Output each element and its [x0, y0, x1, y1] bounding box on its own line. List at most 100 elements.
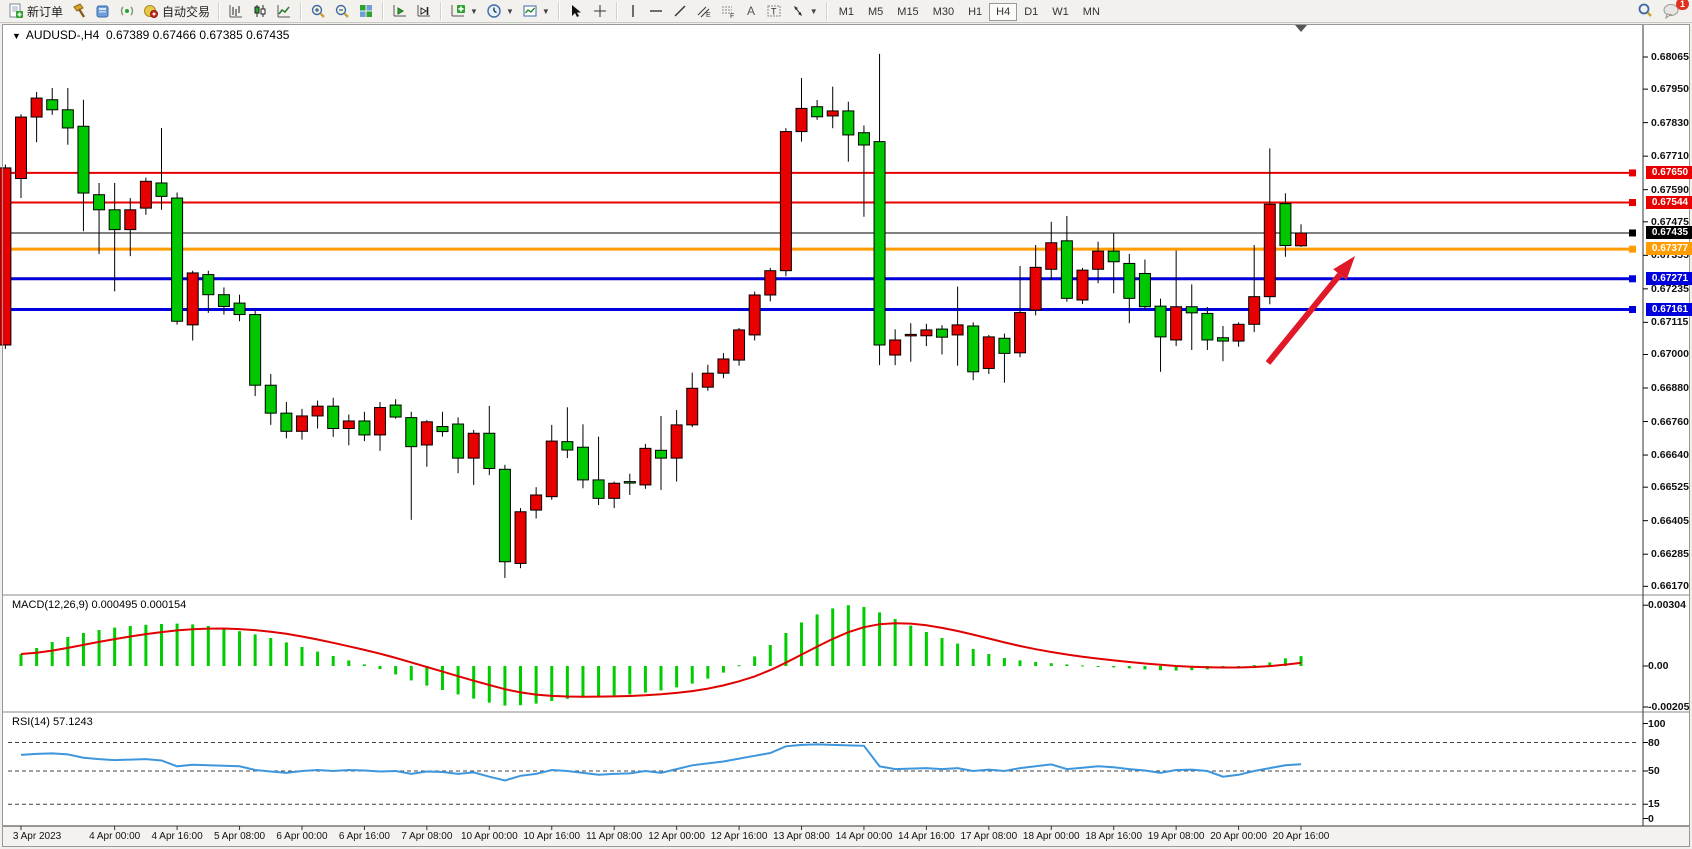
macd-histogram-bar — [550, 666, 554, 701]
price-level-tag[interactable]: 0.67377 — [1646, 242, 1692, 256]
new-order-button[interactable]: 新订单 — [4, 1, 67, 21]
svg-text:F: F — [730, 13, 734, 19]
candle-body — [1279, 203, 1292, 247]
timeframe-h1-button[interactable]: H1 — [961, 3, 989, 21]
candle-body — [733, 329, 746, 361]
price-tick-label: 0.66405 — [1651, 514, 1689, 527]
trendline-button[interactable] — [668, 1, 692, 21]
price-level-tag[interactable]: 0.67435 — [1646, 225, 1692, 239]
auto-trading-button[interactable]: 自动交易 — [139, 1, 214, 21]
auto-scroll-button[interactable] — [388, 1, 412, 21]
auto-trading-icon — [143, 3, 159, 19]
candle-body — [701, 372, 714, 388]
timeframe-m1-button[interactable]: M1 — [832, 3, 861, 21]
zoom-in-button[interactable] — [306, 1, 330, 21]
macd-histogram-bar — [1268, 662, 1272, 666]
crosshair-button[interactable] — [588, 1, 612, 21]
candle-body — [795, 107, 808, 133]
macd-histogram-bar — [1299, 656, 1303, 666]
candle-body — [436, 426, 449, 433]
toolbar-right-group: 1 — [1632, 0, 1689, 21]
chevron-down-icon: ▼ — [505, 6, 514, 16]
candle-body — [779, 131, 792, 272]
arrows-button[interactable]: ▼ — [786, 1, 822, 21]
level-line-handle[interactable] — [1629, 275, 1636, 283]
candle-body — [639, 447, 652, 486]
time-axis-label: 12 Apr 16:00 — [710, 831, 768, 842]
line-chart-button[interactable] — [272, 1, 296, 21]
price-level-lines-layer[interactable] — [8, 169, 1636, 314]
arrow-head[interactable] — [1333, 256, 1355, 280]
indicators-button[interactable]: ▼ — [446, 1, 482, 21]
rsi-line — [20, 743, 1302, 782]
level-line-handle[interactable] — [1629, 229, 1636, 237]
timeframe-mn-button[interactable]: MN — [1076, 3, 1107, 21]
price-level-tag[interactable]: 0.67271 — [1646, 271, 1692, 285]
candlestick-chart-button[interactable] — [248, 1, 272, 21]
chart-background — [2, 24, 1690, 847]
macd-histogram-bar — [784, 633, 788, 666]
timeframe-m5-button[interactable]: M5 — [861, 3, 890, 21]
chart-shift-button[interactable] — [412, 1, 436, 21]
arrow-shaft[interactable] — [1265, 272, 1343, 365]
macd-tick-label: 0.00 — [1648, 660, 1669, 672]
market-watch-button[interactable] — [91, 1, 115, 21]
price-level-tag[interactable]: 0.67544 — [1646, 195, 1692, 209]
macd-histogram-bar — [253, 634, 257, 666]
rsi-tick-label: 80 — [1648, 736, 1660, 749]
candle-body — [1014, 312, 1027, 354]
templates-button[interactable]: ▼ — [518, 1, 554, 21]
macd-histogram-bar — [737, 665, 741, 667]
chart-symbol-period: AUDUSD-,H4 — [25, 28, 100, 42]
level-line-handle[interactable] — [1629, 199, 1636, 207]
cursor-button[interactable] — [564, 1, 588, 21]
rsi-tick-label: 100 — [1648, 717, 1666, 730]
hammer-button[interactable] — [67, 1, 91, 21]
level-line-handle[interactable] — [1629, 169, 1636, 177]
timeframe-m15-button[interactable]: M15 — [890, 3, 925, 21]
candle-body — [155, 182, 168, 197]
notifications-button[interactable]: 1 — [1658, 0, 1689, 21]
candle-body — [1138, 272, 1151, 308]
equidistant-channel-button[interactable]: E — [692, 1, 716, 21]
macd-histogram-bar — [893, 619, 897, 666]
timeframe-h4-button[interactable]: H4 — [989, 2, 1018, 21]
horizontal-line-button[interactable] — [644, 1, 668, 21]
level-line-handle[interactable] — [1629, 306, 1636, 314]
fibonacci-button[interactable]: F — [716, 1, 740, 21]
price-level-tag[interactable]: 0.67161 — [1646, 302, 1692, 316]
time-axis-label: 14 Apr 00:00 — [835, 831, 893, 842]
candle-body — [389, 404, 402, 418]
candle-body — [124, 209, 137, 231]
chart-dropdown-icon[interactable]: ▼ — [12, 31, 21, 41]
zoom-out-button[interactable] — [330, 1, 354, 21]
rsi-layer — [8, 742, 1636, 805]
text-button[interactable]: A — [740, 1, 762, 21]
timeframe-d1-button[interactable]: D1 — [1017, 3, 1045, 21]
trend-arrow-annotation[interactable] — [1265, 256, 1355, 365]
toolbar-separator — [615, 2, 618, 20]
vertical-line-button[interactable] — [622, 1, 644, 21]
timeframe-w1-button[interactable]: W1 — [1045, 3, 1076, 21]
price-level-tag[interactable]: 0.67650 — [1646, 165, 1692, 179]
candle-body — [857, 132, 870, 146]
macd-histogram-bar — [97, 630, 101, 666]
candle-body — [467, 432, 480, 459]
tile-windows-button[interactable] — [354, 1, 378, 21]
search-button[interactable] — [1632, 1, 1658, 21]
periods-button[interactable]: ▼ — [482, 1, 518, 21]
macd-histogram-bar — [815, 614, 819, 666]
fibonacci-icon: F — [720, 3, 736, 19]
text-label-button[interactable]: T — [762, 1, 786, 21]
market-watch-icon — [95, 3, 111, 19]
timeframe-m30-button[interactable]: M30 — [926, 3, 961, 21]
macd-histogram-bar — [1002, 658, 1006, 666]
level-line-handle[interactable] — [1629, 245, 1636, 253]
macd-histogram-bar — [81, 633, 85, 666]
time-axis-label: 4 Apr 16:00 — [151, 831, 203, 842]
signals-button[interactable] — [115, 1, 139, 21]
bar-chart-button[interactable] — [224, 1, 248, 21]
candle-body — [358, 420, 371, 436]
